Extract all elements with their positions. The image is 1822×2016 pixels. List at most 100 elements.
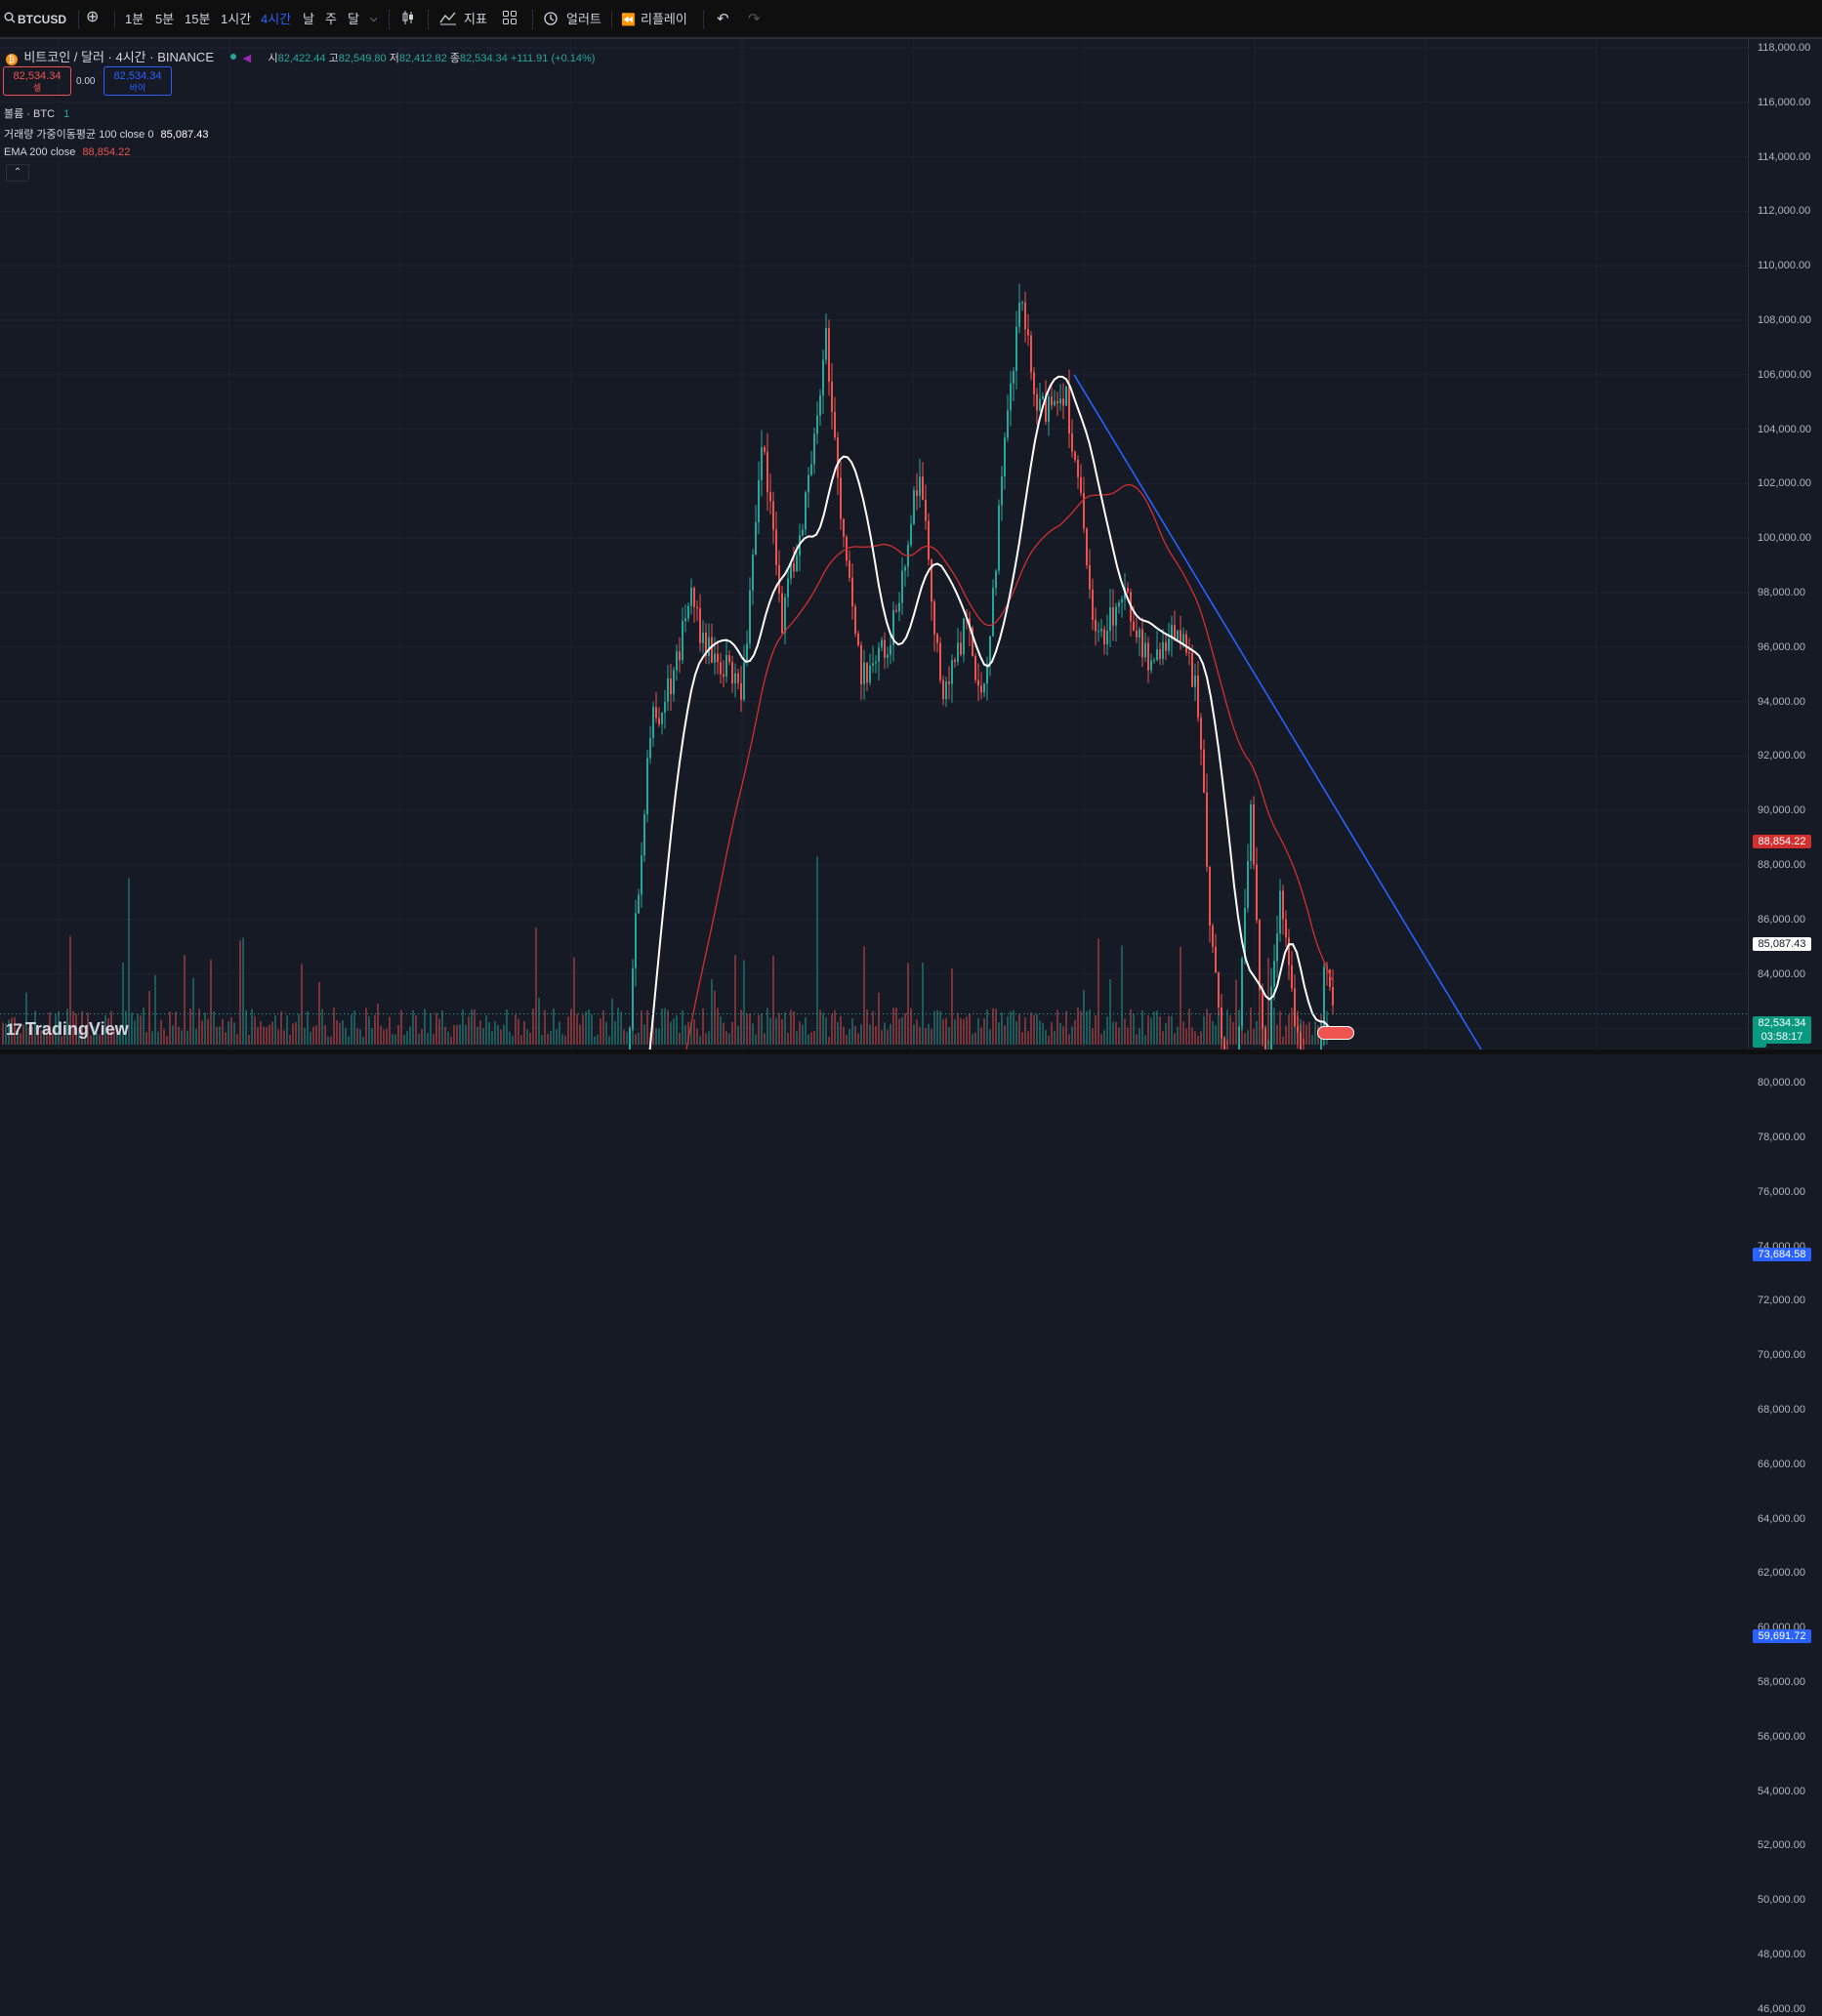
volume-bar xyxy=(131,1012,133,1045)
tradingview-logo[interactable]: 17 TradingView xyxy=(6,1019,129,1040)
volume-bar xyxy=(1218,1012,1220,1045)
volume-bar xyxy=(374,1014,376,1045)
interval-week-button[interactable]: 주 xyxy=(325,12,337,26)
spread-value: 0.00 xyxy=(76,76,96,87)
volume-bar xyxy=(887,1029,889,1045)
volume-bar xyxy=(831,1013,833,1045)
volume-bar xyxy=(556,1029,558,1045)
volume-bar xyxy=(948,1027,950,1045)
volume-bar xyxy=(22,1024,24,1045)
volume-bar xyxy=(523,1020,525,1045)
sell-label: 셀 xyxy=(32,83,42,93)
vwma-value: 85,087.43 xyxy=(160,129,209,141)
volume-bar xyxy=(772,956,774,1045)
candle-body xyxy=(1294,988,1296,1027)
candle-body xyxy=(1024,302,1026,330)
ema-legend[interactable]: EMA 200 close 88,854.22 xyxy=(4,146,130,158)
candle-body xyxy=(635,913,637,968)
candle-body xyxy=(670,679,672,695)
interval-1m-button[interactable]: 1분 xyxy=(125,12,145,26)
candle-body xyxy=(1062,398,1064,406)
volume-bar xyxy=(210,959,212,1045)
volume-bar xyxy=(594,1036,596,1045)
candle-body xyxy=(922,476,924,500)
candle-body xyxy=(1253,803,1255,865)
volume-bar xyxy=(424,1008,426,1045)
price-axis[interactable]: 1 118,000.00116,000.00114,000.00112,000.… xyxy=(1748,39,1822,2015)
interval-month-button[interactable]: 달 xyxy=(348,12,359,26)
replay-icon[interactable]: ⏪ xyxy=(621,13,636,26)
volume-bar xyxy=(816,856,818,1045)
candle-body xyxy=(1018,303,1020,327)
collapse-legend-button[interactable]: ⌃ xyxy=(6,164,29,182)
candle-body xyxy=(1241,958,1243,1027)
candle-body xyxy=(641,855,642,895)
sell-button[interactable]: 82,534.34 셀 xyxy=(3,66,71,96)
interval-4h-button[interactable]: 4시간 xyxy=(261,12,292,26)
candle-body xyxy=(1004,437,1006,477)
volume-bar xyxy=(154,974,156,1045)
volume-legend[interactable]: 볼륨 · BTC 1 xyxy=(4,105,69,121)
buy-button[interactable]: 82,534.34 바이 xyxy=(104,66,172,96)
price-chart[interactable] xyxy=(0,39,1748,1049)
interval-15m-button[interactable]: 15분 xyxy=(185,12,211,26)
candle-body xyxy=(708,637,710,657)
candle-body xyxy=(1015,326,1017,372)
volume-bar xyxy=(1159,1016,1161,1045)
volume-bar xyxy=(799,1021,801,1045)
vwma-legend[interactable]: 거래량 가중이동평균 100 close 0 85,087.43 xyxy=(4,126,208,142)
flag-icon[interactable] xyxy=(1317,1026,1354,1040)
price-tick-label: 98,000.00 xyxy=(1758,587,1805,598)
candle-body xyxy=(1332,987,1334,1007)
share-icon[interactable]: ◀ xyxy=(242,53,252,64)
layouts-grid-icon[interactable] xyxy=(502,10,518,31)
low-label: 저 xyxy=(389,53,399,64)
redo-icon[interactable]: ↷ xyxy=(748,11,761,27)
interval-1h-button[interactable]: 1시간 xyxy=(221,12,252,26)
volume-bar xyxy=(348,1036,350,1045)
interval-5m-button[interactable]: 5분 xyxy=(155,12,175,26)
volume-bar xyxy=(910,1008,912,1045)
toolbar-divider xyxy=(389,10,390,29)
volume-bar xyxy=(263,1026,265,1045)
volume-bar xyxy=(87,1012,89,1045)
market-status-icon xyxy=(230,54,237,60)
volume-bar xyxy=(1133,1013,1135,1045)
symbol-legend[interactable]: ₿ 비트코인 / 달러 · 4시간 · BINANCE ◀ 시82,422.44… xyxy=(6,47,595,65)
candlestick-icon[interactable] xyxy=(400,10,416,31)
volume-bar xyxy=(652,1012,654,1045)
volume-bar xyxy=(482,1028,484,1045)
volume-bar xyxy=(1209,1012,1211,1045)
price-tick-label: 106,000.00 xyxy=(1758,368,1812,381)
volume-bar xyxy=(602,1009,604,1045)
candle-body xyxy=(1285,919,1287,938)
indicators-icon[interactable] xyxy=(439,10,457,31)
chevron-down-icon[interactable]: ⌵ xyxy=(370,14,378,24)
volume-bar xyxy=(312,1026,314,1045)
candle-body xyxy=(693,588,695,607)
volume-bar xyxy=(916,1019,918,1045)
alert-clock-icon[interactable] xyxy=(543,10,559,31)
indicators-button[interactable]: 지표 xyxy=(464,12,487,26)
interval-day-button[interactable]: 날 xyxy=(303,12,314,26)
candle-body xyxy=(740,682,742,700)
volume-bar xyxy=(93,1026,95,1045)
volume-bar xyxy=(954,1018,956,1045)
alert-button[interactable]: 얼러트 xyxy=(566,12,601,26)
undo-icon[interactable]: ↶ xyxy=(717,11,729,27)
volume-bar xyxy=(535,927,537,1045)
candle-body xyxy=(963,618,965,655)
search-icon[interactable] xyxy=(4,10,16,29)
volume-bar xyxy=(148,991,150,1045)
candle-body xyxy=(849,560,850,578)
add-symbol-icon[interactable]: ⊕ xyxy=(86,9,100,25)
chart-pane[interactable]: ₿ 비트코인 / 달러 · 4시간 · BINANCE ◀ 시82,422.44… xyxy=(0,39,1748,1049)
candle-body xyxy=(1250,803,1252,862)
symbol-search-button[interactable]: BTCUSD xyxy=(18,13,66,26)
price-tick-label: 100,000.00 xyxy=(1758,532,1812,545)
volume-bar xyxy=(430,1012,432,1045)
candle-body xyxy=(878,647,880,662)
candle-body xyxy=(658,718,660,724)
replay-button[interactable]: 리플레이 xyxy=(641,12,687,26)
volume-bar xyxy=(793,1011,795,1045)
